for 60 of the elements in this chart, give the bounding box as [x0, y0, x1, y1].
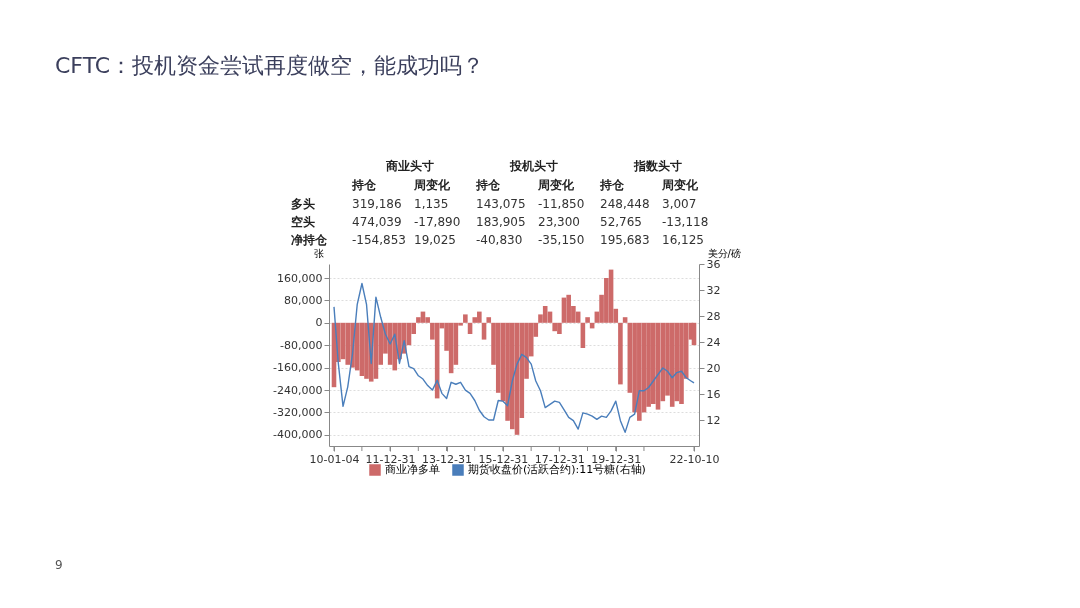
- text: 周变化: [661, 178, 699, 192]
- bar: [622, 317, 628, 323]
- y-tick-label: 160,000: [277, 271, 323, 285]
- y2-tick-label: 20: [706, 361, 721, 375]
- text: 143,075: [476, 197, 526, 211]
- text: -40,830: [476, 233, 523, 247]
- bar: [463, 314, 468, 323]
- text: 16,125: [662, 233, 704, 247]
- x-tick-label: 10-01-04: [309, 452, 360, 466]
- y-axis-title: 张: [313, 247, 324, 259]
- legend-label: 期货收盘价(活跃合约):11号糖(右轴): [468, 463, 646, 476]
- text: -11,850: [538, 197, 585, 211]
- y-tick-label: -320,000: [273, 405, 323, 419]
- text: 投机头寸: [509, 159, 558, 173]
- y-tick-label: 80,000: [284, 293, 323, 307]
- y2-tick-label: 28: [706, 309, 721, 323]
- text: 3,007: [662, 197, 697, 211]
- x-tick-label: 22-10-10: [669, 452, 720, 466]
- text: 周变化: [413, 178, 451, 192]
- text: 商业头寸: [385, 159, 434, 173]
- y2-tick-label: 32: [706, 283, 721, 297]
- bar: [486, 317, 492, 323]
- text: 持仓: [351, 178, 377, 192]
- y-tick-label: -160,000: [273, 361, 323, 375]
- text: 248,448: [600, 197, 650, 211]
- text: 52,765: [600, 215, 642, 229]
- text: 净持仓: [291, 233, 328, 247]
- y-tick-label: 0: [315, 316, 323, 330]
- text: -35,150: [538, 233, 585, 247]
- text: -17,890: [414, 215, 461, 229]
- bar: [345, 322, 351, 365]
- y2-tick-label: 12: [706, 413, 721, 427]
- text: 周变化: [537, 178, 575, 192]
- y2-tick-label: 16: [706, 387, 721, 401]
- text: 空头: [291, 215, 315, 229]
- text: 持仓: [599, 178, 625, 192]
- bar: [585, 317, 590, 323]
- text: 195,683: [600, 233, 650, 247]
- y-tick-label: -400,000: [273, 428, 323, 442]
- line-series: [333, 282, 695, 434]
- text: 多头: [291, 197, 315, 211]
- y-tick-label: -80,000: [280, 338, 323, 352]
- text: -154,853: [352, 233, 406, 247]
- y2-tick-label: 24: [706, 335, 721, 349]
- text: 319,186: [352, 197, 402, 211]
- text: 183,905: [476, 215, 526, 229]
- text: 持仓: [475, 178, 501, 192]
- text: 474,039: [352, 215, 402, 229]
- text: 1,135: [414, 197, 449, 211]
- text: 指数头寸: [633, 159, 682, 173]
- text: -13,118: [662, 215, 709, 229]
- legend-label: 商业净多单: [385, 463, 440, 476]
- text: CFTC：投机资金尝试再度做空，能成功吗？: [55, 53, 485, 78]
- y-tick-label: -240,000: [273, 383, 323, 397]
- bar: [618, 322, 623, 385]
- text: 19,025: [414, 233, 456, 247]
- y2-axis-title: 美分/磅: [707, 247, 741, 259]
- text: 23,300: [538, 215, 580, 229]
- text: 9: [55, 558, 63, 572]
- y2-tick-label: 36: [706, 257, 721, 271]
